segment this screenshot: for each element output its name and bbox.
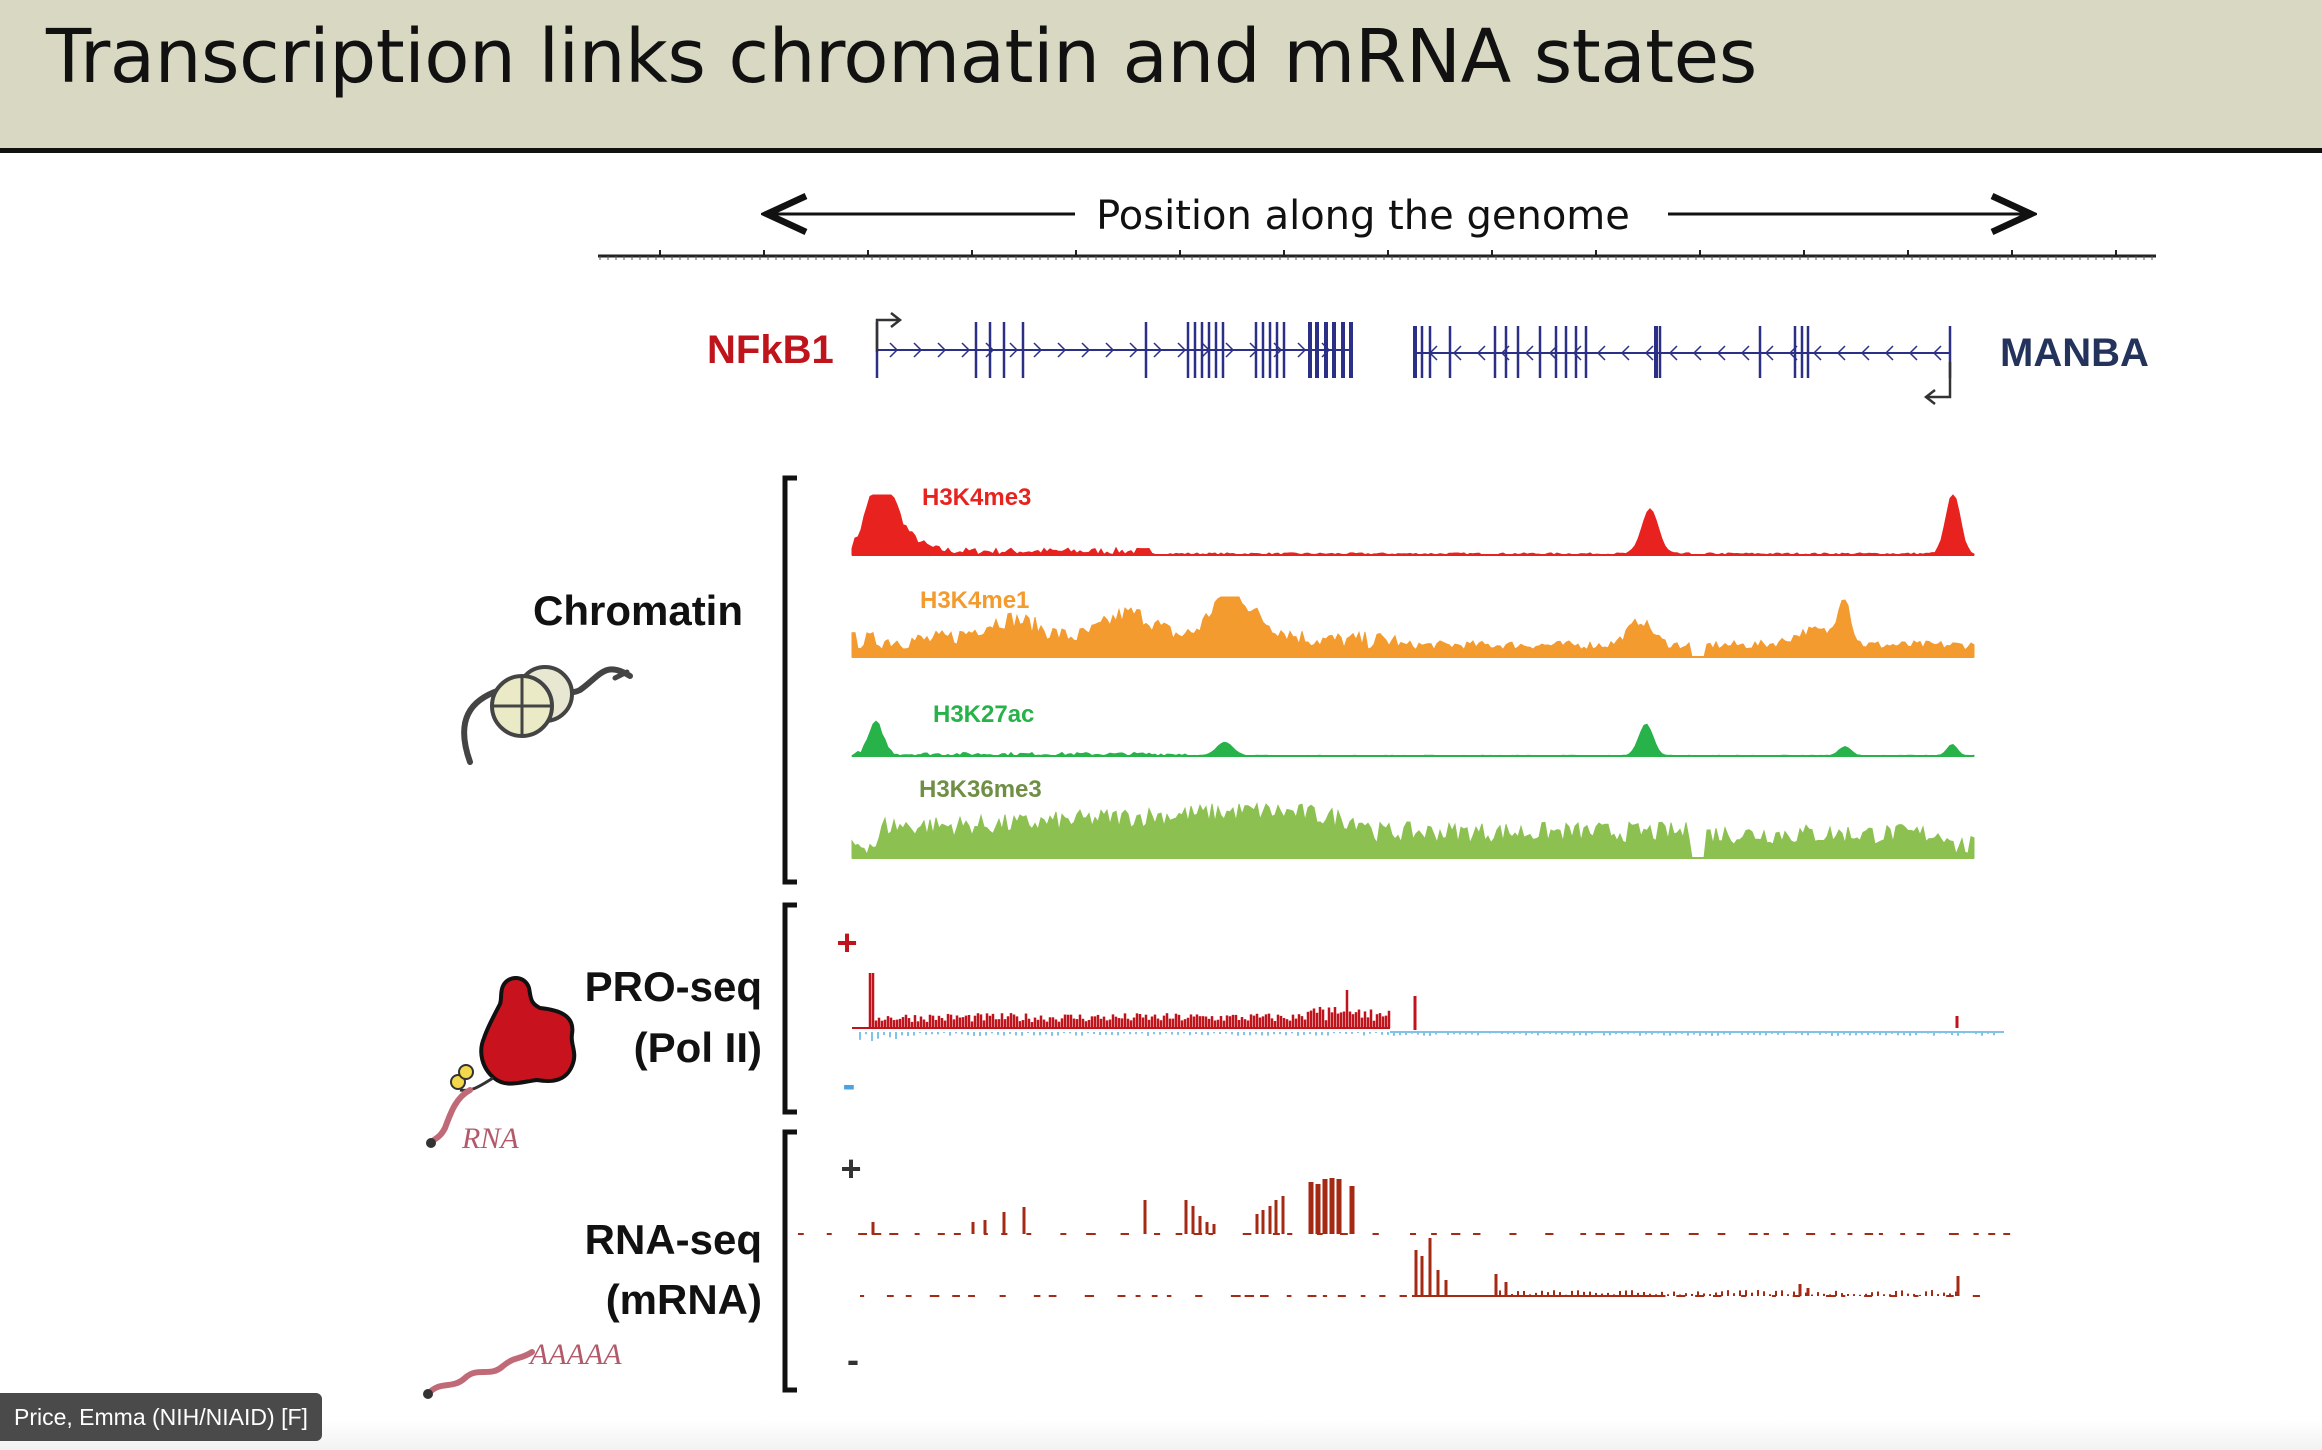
signal-proseq bbox=[852, 973, 2004, 1041]
tss-arrow-manba-head bbox=[1923, 389, 1936, 405]
bracket-proseq bbox=[782, 902, 797, 1115]
strand-chevron bbox=[1620, 345, 1630, 361]
slide-title: Transcription links chromatin and mRNA s… bbox=[46, 14, 1757, 100]
rna-label: RNA bbox=[461, 1122, 519, 1155]
chromatin-label: Chromatin bbox=[533, 587, 743, 634]
rnaseq-label-line2: (mRNA) bbox=[606, 1276, 762, 1323]
strand-chevron bbox=[1716, 345, 1726, 361]
track-label-h3k27ac: H3K27ac bbox=[933, 701, 1034, 728]
strand-chevron bbox=[1908, 345, 1918, 361]
gene-label-nfkb1: NFkB1 bbox=[707, 328, 834, 372]
strand-chevron bbox=[1129, 342, 1139, 358]
track-label-h3k4me3: H3K4me3 bbox=[922, 484, 1031, 511]
strand-chevron bbox=[1884, 345, 1894, 361]
genome-axis: Position along the genome bbox=[598, 193, 2156, 260]
strand-chevron bbox=[1009, 342, 1019, 358]
strand-chevron bbox=[1836, 345, 1846, 361]
strand-chevron bbox=[1476, 345, 1486, 361]
strand-chevron bbox=[1596, 345, 1606, 361]
proseq-plus-marker: + bbox=[836, 922, 857, 963]
rnaseq-label-line1: RNA-seq bbox=[585, 1216, 762, 1263]
strand-chevron bbox=[1692, 345, 1702, 361]
bracket-chromatin bbox=[782, 475, 797, 885]
proseq-minus-marker: - bbox=[843, 1064, 856, 1106]
signal-area bbox=[851, 802, 1975, 859]
tss-arrow-nfkb1-head bbox=[890, 312, 903, 328]
signal-area bbox=[851, 596, 1975, 658]
strand-chevron bbox=[1932, 345, 1942, 361]
mrna-icon bbox=[423, 1349, 535, 1399]
strand-chevron bbox=[1057, 342, 1067, 358]
strand-chevron bbox=[1225, 342, 1235, 358]
ruler-ticks bbox=[599, 250, 2153, 260]
strand-chevron bbox=[1740, 345, 1750, 361]
signal-rnaseq bbox=[798, 1178, 2011, 1297]
strand-chevron bbox=[913, 342, 923, 358]
proseq-label-line2: (Pol II) bbox=[634, 1024, 762, 1071]
strand-chevron bbox=[1452, 345, 1462, 361]
bottom-fade bbox=[0, 1420, 2322, 1450]
strand-chevron bbox=[1644, 345, 1654, 361]
gene-models: NFkB1 MANBA bbox=[707, 312, 2149, 405]
strand-chevron bbox=[1548, 345, 1558, 361]
strand-chevron bbox=[1153, 342, 1163, 358]
bracket-rnaseq bbox=[782, 1129, 797, 1393]
rnaseq-minus-marker: - bbox=[847, 1339, 859, 1380]
strand-chevron bbox=[1297, 342, 1307, 358]
strand-chevron bbox=[1177, 342, 1187, 358]
strand-chevron bbox=[1524, 345, 1534, 361]
polya-tail-label: AAAAA bbox=[528, 1338, 622, 1371]
strand-chevron bbox=[1860, 345, 1870, 361]
track-label-h3k4me1: H3K4me1 bbox=[920, 587, 1029, 614]
gene-model-manba bbox=[1413, 326, 1952, 378]
rna-polymerase-icon bbox=[426, 976, 577, 1148]
strand-chevron bbox=[1081, 342, 1091, 358]
strand-chevron bbox=[1033, 342, 1043, 358]
tss-arrow-manba bbox=[1928, 362, 1952, 399]
gene-model-nfkb1 bbox=[875, 322, 1353, 378]
section-brackets bbox=[782, 475, 797, 1393]
signal-h3k36me3 bbox=[851, 802, 1975, 859]
proseq-label-line1: PRO-seq bbox=[585, 963, 762, 1010]
strand-chevron bbox=[937, 342, 947, 358]
signal-h3k4me1 bbox=[851, 596, 1975, 658]
strand-chevron bbox=[1572, 345, 1582, 361]
signal-h3k27ac bbox=[851, 720, 1975, 757]
gene-label-manba: MANBA bbox=[2000, 331, 2149, 375]
strand-chevron bbox=[1668, 345, 1678, 361]
signal-h3k4me3 bbox=[851, 494, 1975, 556]
strand-chevron bbox=[1105, 342, 1115, 358]
track-label-h3k36me3: H3K36me3 bbox=[919, 776, 1042, 803]
strand-chevron bbox=[889, 342, 899, 358]
strand-chevron bbox=[1812, 345, 1822, 361]
presenter-name-badge: Price, Emma (NIH/NIAID) [F] bbox=[0, 1393, 322, 1441]
genome-axis-label: Position along the genome bbox=[1096, 193, 1630, 239]
rnaseq-plus-marker: + bbox=[840, 1148, 861, 1189]
nucleosome-icon bbox=[461, 665, 633, 765]
strand-chevron bbox=[985, 342, 995, 358]
strand-chevron bbox=[961, 342, 971, 358]
tss-arrow-nfkb1 bbox=[875, 318, 898, 352]
strand-chevron bbox=[1764, 345, 1774, 361]
genome-browser-figure: Position along the genome NFkB1 MANBA Ch… bbox=[423, 193, 2156, 1399]
title-bar: Transcription links chromatin and mRNA s… bbox=[0, 0, 2322, 153]
